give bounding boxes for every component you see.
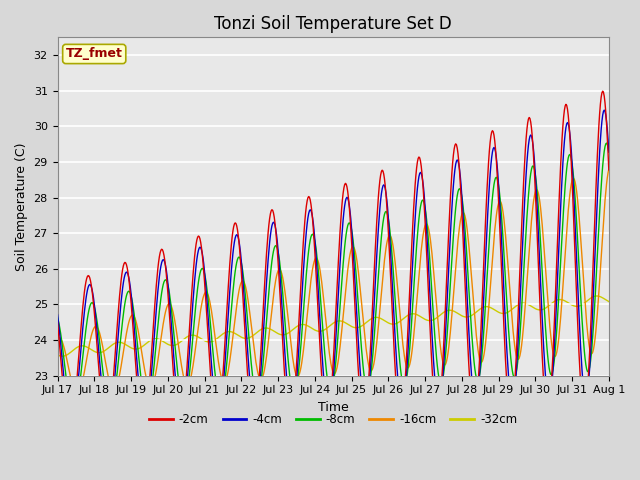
- -2cm: [54, 319, 61, 325]
- -8cm: [54, 315, 61, 321]
- X-axis label: Time: Time: [318, 401, 349, 414]
- Legend: -2cm, -4cm, -8cm, -16cm, -32cm: -2cm, -4cm, -8cm, -16cm, -32cm: [145, 408, 522, 431]
- -32cm: [556, 297, 563, 302]
- -32cm: [175, 340, 183, 346]
- -16cm: [199, 295, 207, 301]
- Line: -32cm: -32cm: [58, 296, 609, 356]
- -2cm: [175, 422, 183, 428]
- -2cm: [379, 168, 387, 174]
- Text: TZ_fmet: TZ_fmet: [66, 48, 123, 60]
- -32cm: [58, 353, 66, 359]
- -2cm: [326, 409, 333, 415]
- -2cm: [556, 199, 563, 204]
- -8cm: [556, 288, 563, 294]
- -8cm: [605, 149, 612, 155]
- -8cm: [175, 383, 183, 389]
- -8cm: [199, 266, 207, 272]
- -2cm: [66, 426, 74, 432]
- -16cm: [175, 348, 183, 354]
- -32cm: [593, 293, 600, 299]
- -32cm: [199, 337, 207, 343]
- -8cm: [326, 387, 333, 393]
- -8cm: [603, 140, 611, 146]
- Title: Tonzi Soil Temperature Set D: Tonzi Soil Temperature Set D: [214, 15, 452, 33]
- -2cm: [199, 259, 207, 265]
- -32cm: [326, 324, 333, 329]
- -4cm: [556, 240, 563, 246]
- Line: -8cm: -8cm: [58, 143, 609, 412]
- -16cm: [54, 336, 61, 342]
- -4cm: [433, 398, 441, 404]
- -4cm: [199, 255, 207, 261]
- -16cm: [433, 312, 441, 318]
- -4cm: [605, 149, 612, 155]
- -2cm: [605, 167, 612, 173]
- -16cm: [605, 167, 612, 172]
- -4cm: [54, 312, 61, 318]
- Line: -4cm: -4cm: [58, 110, 609, 423]
- -32cm: [605, 299, 612, 304]
- -8cm: [70, 409, 77, 415]
- Line: -2cm: -2cm: [58, 91, 609, 429]
- -8cm: [433, 363, 441, 369]
- Line: -16cm: -16cm: [58, 169, 609, 394]
- -2cm: [433, 415, 441, 421]
- -4cm: [67, 420, 75, 426]
- -16cm: [326, 350, 333, 356]
- -4cm: [175, 409, 183, 415]
- -2cm: [599, 88, 607, 94]
- -32cm: [379, 317, 387, 323]
- -16cm: [73, 391, 81, 396]
- -4cm: [600, 107, 608, 113]
- -4cm: [326, 407, 333, 412]
- -16cm: [556, 333, 563, 338]
- -32cm: [54, 352, 61, 358]
- -8cm: [379, 220, 387, 226]
- Y-axis label: Soil Temperature (C): Soil Temperature (C): [15, 142, 28, 271]
- -4cm: [379, 183, 387, 189]
- -16cm: [379, 272, 387, 278]
- -32cm: [433, 314, 441, 320]
